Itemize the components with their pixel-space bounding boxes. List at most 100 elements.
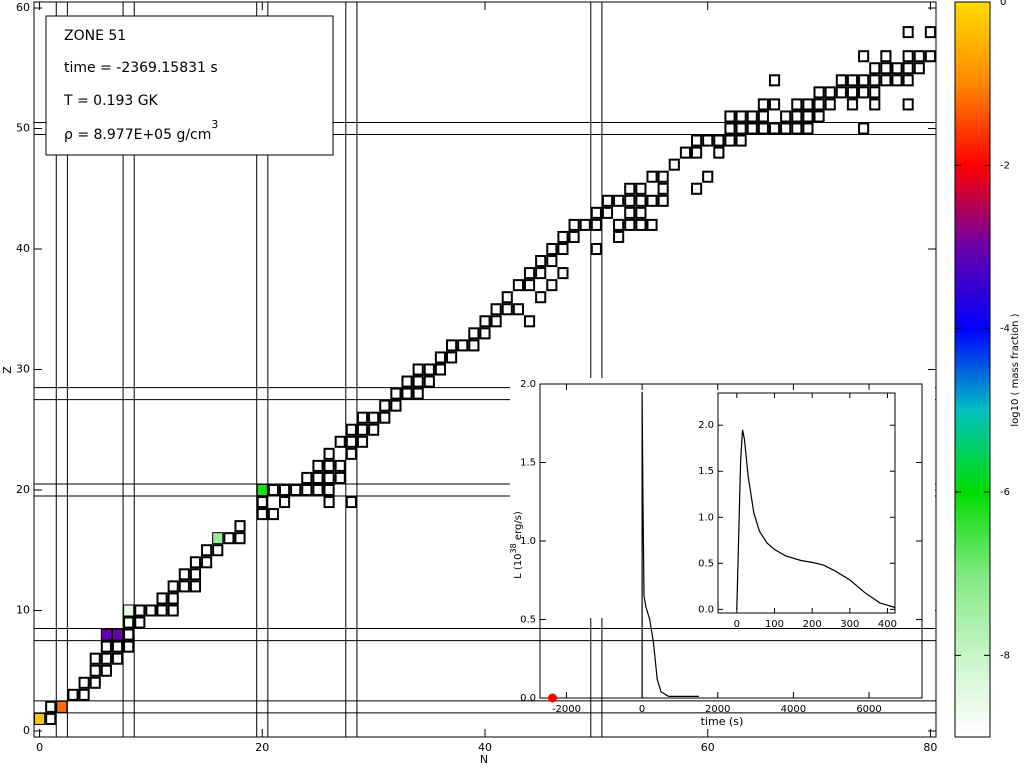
nuclide-cell xyxy=(189,556,202,569)
nuclide-cell xyxy=(446,351,458,364)
y-tick-label: 20 xyxy=(16,483,30,496)
nuclide-cell xyxy=(457,339,469,352)
nuclide-cell xyxy=(167,604,179,617)
nuclide-cell xyxy=(802,122,814,135)
nuclide-cell xyxy=(356,435,369,448)
zoom-background xyxy=(718,393,895,613)
nuclide-cell xyxy=(123,628,135,641)
nuclide-cell xyxy=(735,110,747,123)
nuclide-cell xyxy=(624,206,636,219)
nuclide-cell xyxy=(869,86,881,99)
nuclide-cell xyxy=(434,363,447,376)
info-box: ZONE 51 time = -2369.15831 s T = 0.193 G… xyxy=(45,15,334,156)
nuclide-cell xyxy=(635,218,647,231)
nuclide-cell xyxy=(601,206,614,219)
x-tick-label: 0 xyxy=(734,619,740,630)
x-tick-label: 40 xyxy=(478,741,492,754)
nuclide-cell xyxy=(757,98,769,111)
nuclide-cell xyxy=(813,110,825,123)
nuclide-cell xyxy=(45,700,57,713)
nuclide-cell xyxy=(323,483,335,497)
nuclide-cell xyxy=(913,62,925,75)
nuclide-cell xyxy=(846,86,859,99)
nuclide-cell xyxy=(278,483,291,497)
density: ρ = 8.977E+05 g/cm3 xyxy=(64,118,218,143)
nuclide-cell xyxy=(702,134,714,147)
colorbar-tick-label: -4 xyxy=(1000,324,1010,335)
nuclide-cell xyxy=(902,50,914,63)
y-tick-label: 1.5 xyxy=(698,466,714,477)
nuclide-cell xyxy=(913,50,925,63)
nuclide-cell xyxy=(123,640,135,653)
nuclide-cell xyxy=(323,459,335,472)
nuclide-cell xyxy=(624,218,636,231)
abundance-cell xyxy=(112,629,123,640)
nuclide-cell xyxy=(691,134,703,147)
time: time = -2369.15831 s xyxy=(64,60,218,76)
nuclide-cell xyxy=(802,98,814,111)
nuclide-cell xyxy=(423,375,435,388)
nuclide-cell xyxy=(846,74,859,87)
nuclide-cell xyxy=(546,242,558,256)
nuclide-cell xyxy=(646,194,658,207)
nuclide-cell xyxy=(189,580,202,593)
nuclide-cell xyxy=(546,279,558,292)
nuclide-cell xyxy=(100,664,112,677)
x-tick-label: 0 xyxy=(639,704,645,715)
nuclide-cell xyxy=(390,387,402,400)
x-tick-label: 60 xyxy=(701,741,715,754)
nuclide-cell xyxy=(379,411,391,424)
nuclide-cell xyxy=(479,327,491,340)
x-tick-label: 2000 xyxy=(705,704,730,715)
nuclide-cell xyxy=(646,170,658,183)
nuclide-cell xyxy=(312,459,324,472)
y-tick-label: 40 xyxy=(16,242,30,255)
nuclide-cell xyxy=(858,50,870,63)
y-tick-label: 0 xyxy=(23,724,30,737)
abundance-cell xyxy=(213,533,223,544)
colorbar-tick-label: -8 xyxy=(1000,650,1010,661)
light-curve xyxy=(736,429,896,610)
abundance-cell xyxy=(101,629,111,640)
nuclide-cell xyxy=(824,98,836,111)
light-curve xyxy=(641,391,699,698)
nuclide-cell xyxy=(256,496,268,509)
nuclide-cell xyxy=(891,74,903,87)
nuclide-cell xyxy=(590,218,602,231)
x-tick-label: 200 xyxy=(803,619,822,630)
nuclide-cell xyxy=(746,110,758,123)
nuclide-cell xyxy=(679,146,692,159)
nuclide-cell xyxy=(111,652,124,665)
nuclide-cell xyxy=(735,134,747,147)
y-tick-label: 0.0 xyxy=(698,604,714,615)
colorbar-tick-label: -2 xyxy=(1000,160,1010,171)
nuclide-cell xyxy=(479,315,491,328)
y-tick-label: 30 xyxy=(16,363,30,376)
nuclide-cell xyxy=(635,194,647,207)
nuclide-cell xyxy=(891,62,903,75)
nuclide-cell xyxy=(446,339,458,352)
nuclide-cell xyxy=(557,267,569,280)
nuclide-cell xyxy=(89,676,101,689)
temperature: T = 0.193 GK xyxy=(63,93,159,109)
nuclide-cell xyxy=(780,122,792,135)
nuclide-cell xyxy=(613,218,625,231)
info-frame xyxy=(45,15,334,156)
nuclide-cell xyxy=(846,98,859,111)
nuclide-cell xyxy=(523,267,536,280)
nuclide-cell xyxy=(557,230,569,243)
nuclide-cell xyxy=(768,122,781,135)
colorbar-tick-label: -6 xyxy=(1000,487,1010,498)
abundance-cell xyxy=(57,701,67,712)
nuclide-cell xyxy=(301,471,313,484)
nuclide-cell xyxy=(334,459,346,472)
nuclide-cell xyxy=(412,375,424,388)
nuclide-cell xyxy=(791,110,803,123)
nuclide-cell xyxy=(724,134,736,147)
nuclide-cell xyxy=(657,194,669,207)
nuclide-cell xyxy=(590,206,602,219)
y-tick-label: 2.0 xyxy=(698,420,714,431)
nuclide-cell xyxy=(89,664,101,677)
abundance-cell xyxy=(257,484,267,496)
